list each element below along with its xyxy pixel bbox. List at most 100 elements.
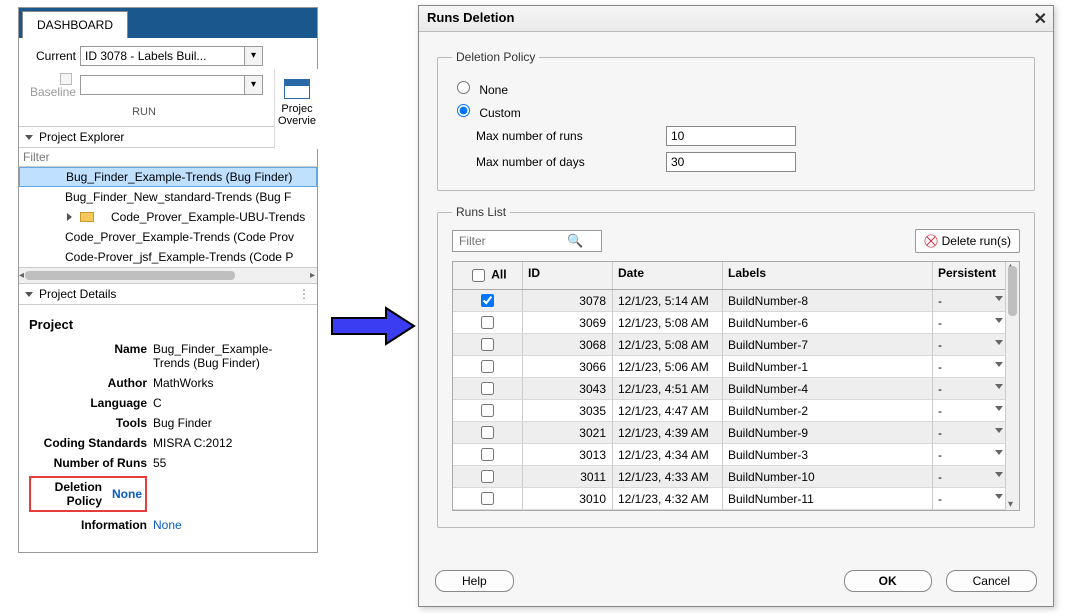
project-overview-button[interactable]: Projec Overvie xyxy=(274,69,319,149)
tree-item[interactable]: Bug_Finder_Example-Trends (Bug Finder) xyxy=(19,167,317,187)
row-checkbox[interactable] xyxy=(481,360,494,373)
table-row[interactable]: 301312/1/23, 4:34 AMBuildNumber-3- xyxy=(453,444,1019,466)
grid-body: 307812/1/23, 5:14 AMBuildNumber-8-306912… xyxy=(453,290,1019,510)
cell-persistent[interactable]: - xyxy=(933,488,1007,510)
overview-icon xyxy=(284,79,310,99)
project-details-title: Project Details xyxy=(39,287,116,301)
runs-list-legend: Runs List xyxy=(452,205,510,219)
table-row[interactable]: 306812/1/23, 5:08 AMBuildNumber-7- xyxy=(453,334,1019,356)
cell-label: BuildNumber-4 xyxy=(723,378,933,400)
cancel-button[interactable]: Cancel xyxy=(946,570,1037,592)
cell-date: 12/1/23, 4:51 AM xyxy=(613,378,723,400)
col-all[interactable]: All xyxy=(453,262,523,289)
runs-grid: All ID Date Labels Persistent 307812/1/2… xyxy=(452,261,1020,511)
row-checkbox[interactable] xyxy=(481,294,494,307)
cell-label: BuildNumber-7 xyxy=(723,334,933,356)
row-checkbox[interactable] xyxy=(481,382,494,395)
cell-persistent[interactable]: - xyxy=(933,378,1007,400)
cell-date: 12/1/23, 5:06 AM xyxy=(613,356,723,378)
cell-date: 12/1/23, 4:34 AM xyxy=(613,444,723,466)
chevron-down-icon xyxy=(995,340,1003,345)
standards-value: MISRA C:2012 xyxy=(153,436,307,450)
row-checkbox[interactable] xyxy=(481,426,494,439)
project-heading: Project xyxy=(29,317,307,332)
cell-label: BuildNumber-2 xyxy=(723,400,933,422)
row-checkbox[interactable] xyxy=(481,448,494,461)
cell-id: 3011 xyxy=(523,466,613,488)
runs-filter[interactable]: 🔍 xyxy=(452,230,602,252)
cell-persistent[interactable]: - xyxy=(933,400,1007,422)
baseline-label: Baseline xyxy=(25,71,76,99)
explorer-filter[interactable]: Filter xyxy=(19,148,317,167)
table-row[interactable]: 307812/1/23, 5:14 AMBuildNumber-8- xyxy=(453,290,1019,312)
ok-button[interactable]: OK xyxy=(844,570,932,592)
delete-runs-button[interactable]: ⛒ Delete run(s) xyxy=(915,229,1020,253)
table-row[interactable]: 304312/1/23, 4:51 AMBuildNumber-4- xyxy=(453,378,1019,400)
cell-persistent[interactable]: - xyxy=(933,334,1007,356)
row-checkbox[interactable] xyxy=(481,470,494,483)
overview-label2: Overvie xyxy=(275,115,319,127)
max-days-input[interactable] xyxy=(666,152,796,172)
row-checkbox[interactable] xyxy=(481,338,494,351)
cell-persistent[interactable]: - xyxy=(933,444,1007,466)
cell-label: BuildNumber-6 xyxy=(723,312,933,334)
tab-bar: DASHBOARD xyxy=(19,8,317,38)
project-details-header[interactable]: Project Details ⋮ xyxy=(19,283,317,305)
row-checkbox[interactable] xyxy=(481,404,494,417)
cell-persistent[interactable]: - xyxy=(933,356,1007,378)
max-runs-input[interactable] xyxy=(666,126,796,146)
table-row[interactable]: 303512/1/23, 4:47 AMBuildNumber-2- xyxy=(453,400,1019,422)
tree-item[interactable]: Code_Prover_Example-Trends (Code Prov xyxy=(19,227,317,247)
col-id[interactable]: ID xyxy=(523,262,613,289)
standards-key: Coding Standards xyxy=(29,436,147,450)
cell-persistent[interactable]: - xyxy=(933,290,1007,312)
overview-label1: Projec xyxy=(275,103,319,115)
project-tree[interactable]: Bug_Finder_Example-Trends (Bug Finder)Bu… xyxy=(19,167,317,267)
project-explorer-header[interactable]: Project Explorer ⋮ xyxy=(19,126,317,148)
tab-dashboard[interactable]: DASHBOARD xyxy=(22,11,128,38)
dashboard-window: DASHBOARD Current ▾ Baseline ▾ RUN Pr xyxy=(18,7,318,553)
horizontal-scrollbar[interactable]: ◂▸ xyxy=(19,267,317,283)
radio-none[interactable]: None xyxy=(452,83,508,97)
current-label: Current xyxy=(25,49,76,63)
tree-item[interactable]: Bug_Finder_New_standard-Trends (Bug F xyxy=(19,187,317,207)
row-checkbox[interactable] xyxy=(481,316,494,329)
cell-id: 3078 xyxy=(523,290,613,312)
table-row[interactable]: 306612/1/23, 5:06 AMBuildNumber-1- xyxy=(453,356,1019,378)
help-button[interactable]: Help xyxy=(435,570,514,592)
vertical-scrollbar[interactable]: ▴▾ xyxy=(1005,262,1019,510)
table-row[interactable]: 302112/1/23, 4:39 AMBuildNumber-9- xyxy=(453,422,1019,444)
tree-item[interactable]: Code-Prover_jsf_Example-Trends (Code P xyxy=(19,247,317,267)
info-key: Information xyxy=(29,518,147,532)
cell-label: BuildNumber-11 xyxy=(723,488,933,510)
baseline-checkbox[interactable] xyxy=(60,73,72,85)
deletion-policy-legend: Deletion Policy xyxy=(452,50,539,64)
info-link[interactable]: None xyxy=(153,518,307,532)
baseline-combo[interactable] xyxy=(80,75,245,95)
row-checkbox[interactable] xyxy=(481,492,494,505)
kebab-icon[interactable]: ⋮ xyxy=(298,287,311,301)
table-row[interactable]: 301012/1/23, 4:32 AMBuildNumber-11- xyxy=(453,488,1019,510)
cell-persistent[interactable]: - xyxy=(933,312,1007,334)
deletion-policy-key: Deletion Policy None xyxy=(29,476,147,512)
project-explorer-title: Project Explorer xyxy=(39,130,124,144)
col-persistent[interactable]: Persistent xyxy=(933,262,1007,289)
chevron-down-icon xyxy=(995,406,1003,411)
chevron-down-icon[interactable]: ▾ xyxy=(245,46,263,66)
cell-persistent[interactable]: - xyxy=(933,466,1007,488)
runs-filter-input[interactable] xyxy=(457,233,567,249)
name-value: Bug_Finder_Example-Trends (Bug Finder) xyxy=(153,342,307,370)
deletion-policy-link[interactable]: None xyxy=(112,487,142,501)
col-date[interactable]: Date xyxy=(613,262,723,289)
current-combo[interactable] xyxy=(80,46,245,66)
cell-persistent[interactable]: - xyxy=(933,422,1007,444)
cell-date: 12/1/23, 5:08 AM xyxy=(613,334,723,356)
radio-custom[interactable]: Custom xyxy=(452,106,521,120)
project-details-body: Project NameBug_Finder_Example-Trends (B… xyxy=(19,305,317,552)
close-icon[interactable]: ✕ xyxy=(1034,9,1047,29)
table-row[interactable]: 301112/1/23, 4:33 AMBuildNumber-10- xyxy=(453,466,1019,488)
chevron-down-icon[interactable]: ▾ xyxy=(245,75,263,95)
col-labels[interactable]: Labels xyxy=(723,262,933,289)
table-row[interactable]: 306912/1/23, 5:08 AMBuildNumber-6- xyxy=(453,312,1019,334)
tree-item[interactable]: Code_Prover_Example-UBU-Trends xyxy=(19,207,317,227)
